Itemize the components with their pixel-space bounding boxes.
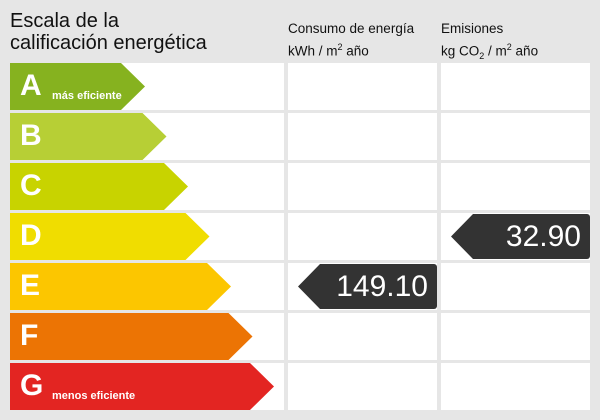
consumo-value-badge: 149.10 [298,264,437,309]
emisiones-cell [441,113,590,160]
consumo-cell [288,213,437,260]
emisiones-value-badge: 32.90 [451,214,590,259]
emisiones-cell [441,63,590,110]
rating-letter: B [20,119,42,152]
emisiones-cell [441,263,590,310]
emisiones-header: Emisiones kg CO2 / m2 año [441,19,538,66]
consumo-unit: kWh / m2 año [288,42,369,59]
emisiones-unit: kg CO2 / m2 año [441,42,539,62]
rating-arrow-b: B [10,113,167,160]
rating-arrow-f: F [10,313,253,360]
rating-letter: G [20,369,44,402]
rating-arrow-c: C [10,163,188,210]
rating-arrow-e: E [10,263,231,310]
emisiones-title: Emisiones [441,21,504,36]
consumo-title: Consumo de energía [288,21,415,36]
consumo-cell [288,163,437,210]
rating-label: más eficiente [52,90,122,102]
rating-letter: F [20,319,39,352]
rating-letter: E [20,269,41,302]
emisiones-cell [441,163,590,210]
consumo-header: Consumo de energía kWh / m2 año [288,19,414,61]
consumo-cell [288,113,437,160]
emisiones-cell [441,363,590,410]
consumo-cell [288,313,437,360]
rating-arrow-d: D [10,213,210,260]
rating-label: menos eficiente [52,390,136,402]
page-title: Escala de la calificación energética [10,10,207,54]
consumo-cell [288,63,437,110]
rating-letter: A [20,69,42,102]
title-line: Escala de la [10,10,119,32]
emisiones-cell [441,313,590,360]
rating-letter: D [20,219,42,252]
title-line: calificación energética [10,32,207,54]
rating-letter: C [20,169,42,202]
consumo-cell [288,363,437,410]
